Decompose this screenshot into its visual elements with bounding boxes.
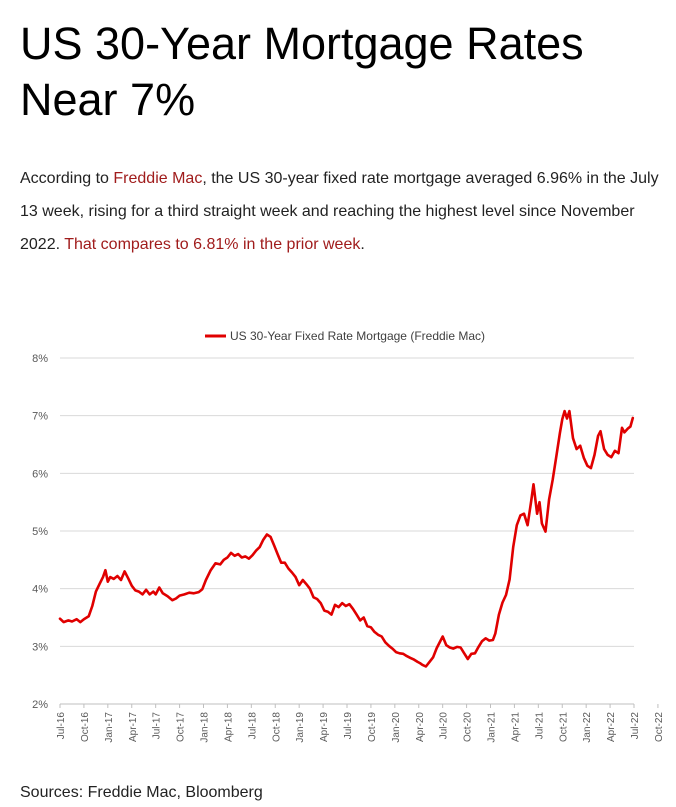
x-tick-label: Oct-19	[367, 712, 378, 742]
x-axis-ticks: Jul-16 Oct-16 Jan-17 Apr-17 Jul-17 Oct-17 Jan-…	[56, 704, 665, 743]
x-tick-label: Apr-17	[128, 712, 139, 742]
prior-week-link[interactable]: That compares to 6.81% in the prior week	[64, 236, 361, 253]
x-tick-label: Oct-20	[463, 712, 474, 742]
x-tick-label: Jan-18	[200, 712, 211, 743]
y-tick-label: 4%	[32, 584, 48, 596]
legend: US 30-Year Fixed Rate Mortgage (Freddie …	[205, 329, 485, 343]
x-tick-label: Jan-19	[295, 712, 306, 743]
x-tick-label: Oct-18	[271, 712, 282, 742]
x-tick-label: Oct-17	[176, 712, 187, 742]
intro-end: .	[360, 236, 365, 253]
x-tick-label: Apr-21	[510, 712, 521, 742]
x-tick-label: Jul-19	[343, 712, 354, 740]
x-tick-label: Oct-16	[80, 712, 91, 742]
x-tick-label: Jul-22	[630, 712, 641, 740]
y-tick-label: 8%	[32, 353, 48, 365]
legend-label: US 30-Year Fixed Rate Mortgage (Freddie …	[230, 329, 485, 343]
y-tick-label: 7%	[32, 411, 48, 423]
intro-paragraph: According to Freddie Mac, the US 30-year…	[20, 162, 660, 261]
x-tick-label: Jul-21	[534, 712, 545, 740]
y-axis-ticks: 2% 3% 4% 5% 6% 7% 8%	[32, 353, 48, 711]
x-tick-label: Jan-20	[391, 712, 402, 743]
x-tick-label: Apr-20	[415, 712, 426, 742]
mortgage-rate-chart: US 30-Year Fixed Rate Mortgage (Freddie …	[32, 329, 665, 743]
freddie-mac-link[interactable]: Freddie Mac	[113, 170, 203, 187]
y-tick-label: 5%	[32, 526, 48, 538]
x-tick-label: Apr-19	[319, 712, 330, 742]
x-tick-label: Jul-18	[247, 712, 258, 740]
x-tick-label: Jan-22	[582, 712, 593, 743]
y-tick-label: 6%	[32, 468, 48, 480]
sources-note: Sources: Freddie Mac, Bloomberg	[20, 784, 263, 801]
gridlines	[60, 357, 634, 705]
x-tick-label: Apr-22	[606, 712, 617, 742]
series-layer	[58, 409, 635, 668]
x-tick-label: Oct-22	[654, 712, 665, 742]
x-tick-label: Apr-18	[223, 712, 234, 742]
x-tick-label: Jan-17	[104, 712, 115, 743]
intro-middle: , the US 30-year fixed rate mortgage ave…	[20, 170, 659, 253]
series-line-mortgage-rate	[58, 409, 635, 668]
x-tick-label: Jul-17	[152, 712, 163, 740]
x-tick-label: Jul-16	[56, 712, 67, 740]
x-tick-label: Oct-21	[558, 712, 569, 742]
x-tick-label: Jan-21	[487, 712, 498, 743]
y-tick-label: 3%	[32, 641, 48, 653]
x-tick-label: Jul-20	[439, 712, 450, 740]
intro-prefix: According to	[20, 170, 114, 187]
page-title: US 30-Year Mortgage Rates Near 7%	[20, 18, 584, 125]
y-tick-label: 2%	[32, 699, 48, 711]
